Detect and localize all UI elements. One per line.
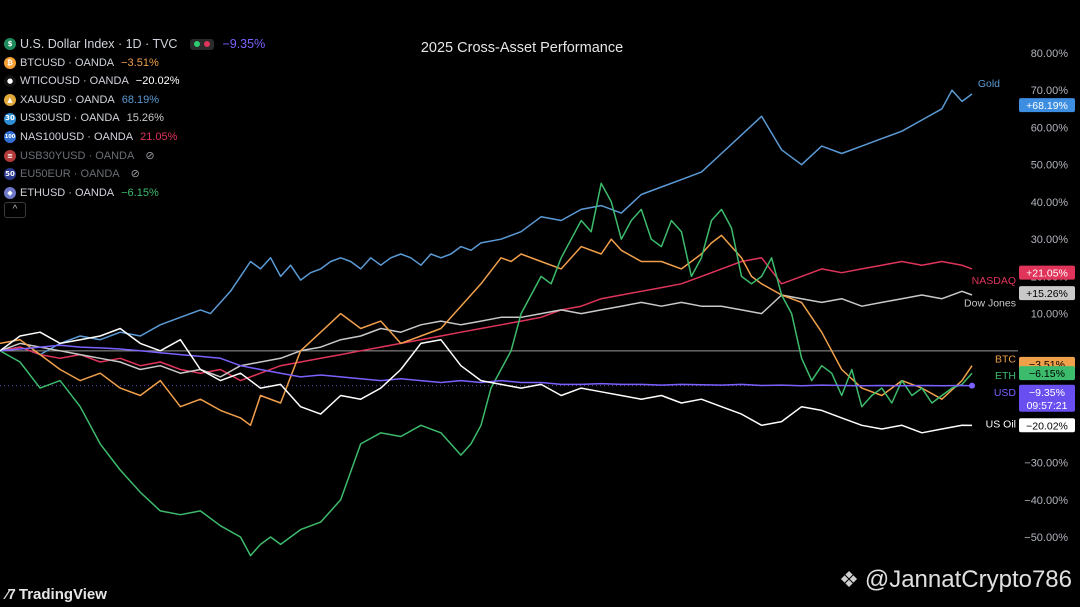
- nas100-icon: 100: [4, 131, 16, 144]
- legend-item[interactable]: ₿ BTCUSD · OANDA −3.51%: [4, 54, 265, 73]
- legend-symbol: EU50EUR · OANDA: [20, 168, 120, 181]
- legend-symbol: U.S. Dollar Index · 1D · TVC: [20, 37, 178, 51]
- series-line-usd: [0, 344, 973, 387]
- price-tag-text: −6.15%: [1029, 368, 1065, 380]
- eye-hidden-icon[interactable]: ⊘: [130, 168, 140, 181]
- legend-change: −3.51%: [121, 56, 159, 69]
- legend-change: −9.35%: [222, 37, 266, 51]
- legend-change: 21.05%: [140, 130, 178, 143]
- y-tick-label: 80.00%: [1031, 48, 1069, 60]
- price-tag-bg: [1019, 366, 1075, 381]
- y-tick-label: 60.00%: [1031, 122, 1069, 134]
- legend-symbol: WTICOUSD · OANDA: [20, 75, 129, 88]
- legend: $ U.S. Dollar Index · 1D · TVC −9.35% ₿ BTCU…: [4, 35, 265, 202]
- tradingview-logo: ⁄7 TradingView: [6, 586, 107, 603]
- series-end-label: ETH: [995, 370, 1016, 382]
- series-line-dow-jones: [0, 290, 973, 378]
- price-tag-bg: [1019, 384, 1075, 412]
- price-tag-bg: [1019, 286, 1075, 301]
- us30-icon: 30: [4, 112, 16, 125]
- legend-symbol: US30USD · OANDA: [20, 112, 120, 125]
- us-flag-icon: ≡: [4, 149, 16, 162]
- legend-change: 68.19%: [121, 93, 160, 106]
- series-end-label: USD: [994, 387, 1017, 399]
- eye-hidden-icon[interactable]: ⊘: [145, 149, 155, 162]
- collapse-legend-button[interactable]: ^: [4, 202, 26, 218]
- series-end-label: NASDAQ: [972, 275, 1016, 287]
- eu50-icon: 50: [4, 168, 16, 181]
- legend-symbol: NAS100USD · OANDA: [20, 130, 134, 143]
- ethereum-icon: ◆: [4, 187, 16, 200]
- y-tick-label: 70.00%: [1031, 85, 1069, 97]
- y-tick-label: 30.00%: [1031, 234, 1069, 246]
- y-tick-label: −40.00%: [1024, 495, 1068, 507]
- legend-change: −6.15%: [121, 186, 159, 199]
- legend-item[interactable]: 100 NAS100USD · OANDA 21.05%: [4, 128, 265, 147]
- legend-item[interactable]: ◆ ETHUSD · OANDA −6.15%: [4, 184, 265, 203]
- price-tag-bg: [1019, 265, 1075, 280]
- y-tick-label: 10.00%: [1031, 309, 1069, 321]
- binance-icon: ❖: [839, 567, 859, 592]
- legend-symbol: XAUUSD · OANDA: [20, 93, 115, 106]
- price-tag-text: −20.02%: [1026, 420, 1068, 432]
- dollar-icon: $: [4, 38, 16, 51]
- legend-symbol: BTCUSD · OANDA: [20, 56, 115, 69]
- legend-item[interactable]: 50 EU50EUR · OANDA ⊘: [4, 165, 265, 184]
- legend-item[interactable]: ≡ USB30YUSD · OANDA ⊘: [4, 147, 265, 166]
- legend-symbol: ETHUSD · OANDA: [20, 186, 115, 199]
- gold-icon: ▲: [4, 94, 16, 107]
- y-tick-label: −30.00%: [1024, 458, 1068, 470]
- series-line-gold: [0, 89, 973, 356]
- tradingview-brand-text: TradingView: [18, 586, 107, 603]
- author-handle: @JannatCrypto786: [864, 566, 1072, 593]
- price-tag-text: +21.05%: [1026, 268, 1068, 280]
- legend-symbol: USB30YUSD · OANDA: [20, 149, 135, 162]
- oil-drop-icon: ●: [4, 75, 16, 88]
- price-tag-bg: [1019, 98, 1075, 113]
- price-tag-bg: [1019, 418, 1075, 433]
- y-tick-label: −50.00%: [1024, 532, 1068, 544]
- price-tag-text: −9.35%: [1029, 387, 1065, 399]
- price-tag-text: +68.19%: [1026, 100, 1068, 112]
- usd-last-point: [969, 382, 975, 389]
- series-end-label: US Oil: [986, 418, 1016, 430]
- legend-change: 15.26%: [126, 112, 164, 125]
- y-tick-label: 40.00%: [1031, 197, 1069, 209]
- series-end-label: Gold: [978, 78, 1000, 90]
- chart-title: 2025 Cross-Asset Performance: [421, 40, 623, 56]
- price-tag-text: +15.26%: [1026, 288, 1068, 300]
- price-tag-countdown: 09:57:21: [1027, 400, 1068, 412]
- author-watermark: ❖ @JannatCrypto786: [839, 566, 1072, 594]
- legend-item[interactable]: $ U.S. Dollar Index · 1D · TVC −9.35%: [4, 35, 265, 54]
- series-line-eth: [0, 182, 973, 557]
- legend-item[interactable]: ▲ XAUUSD · OANDA 68.19%: [4, 91, 265, 110]
- status-pill: [190, 38, 215, 50]
- legend-item[interactable]: ● WTICOUSD · OANDA −20.02%: [4, 72, 265, 91]
- bitcoin-icon: ₿: [4, 56, 16, 69]
- series-line-nasdaq: [0, 257, 973, 382]
- legend-change: −20.02%: [135, 75, 180, 88]
- series-line-btc: [0, 234, 973, 427]
- series-end-label: Dow Jones: [964, 297, 1016, 309]
- y-tick-label: 50.00%: [1031, 160, 1069, 172]
- series-line-us-oil: [0, 327, 973, 434]
- tradingview-icon: ⁄7: [6, 586, 16, 603]
- legend-item[interactable]: 30 US30USD · OANDA 15.26%: [4, 109, 265, 128]
- series-end-label: BTC: [995, 353, 1016, 365]
